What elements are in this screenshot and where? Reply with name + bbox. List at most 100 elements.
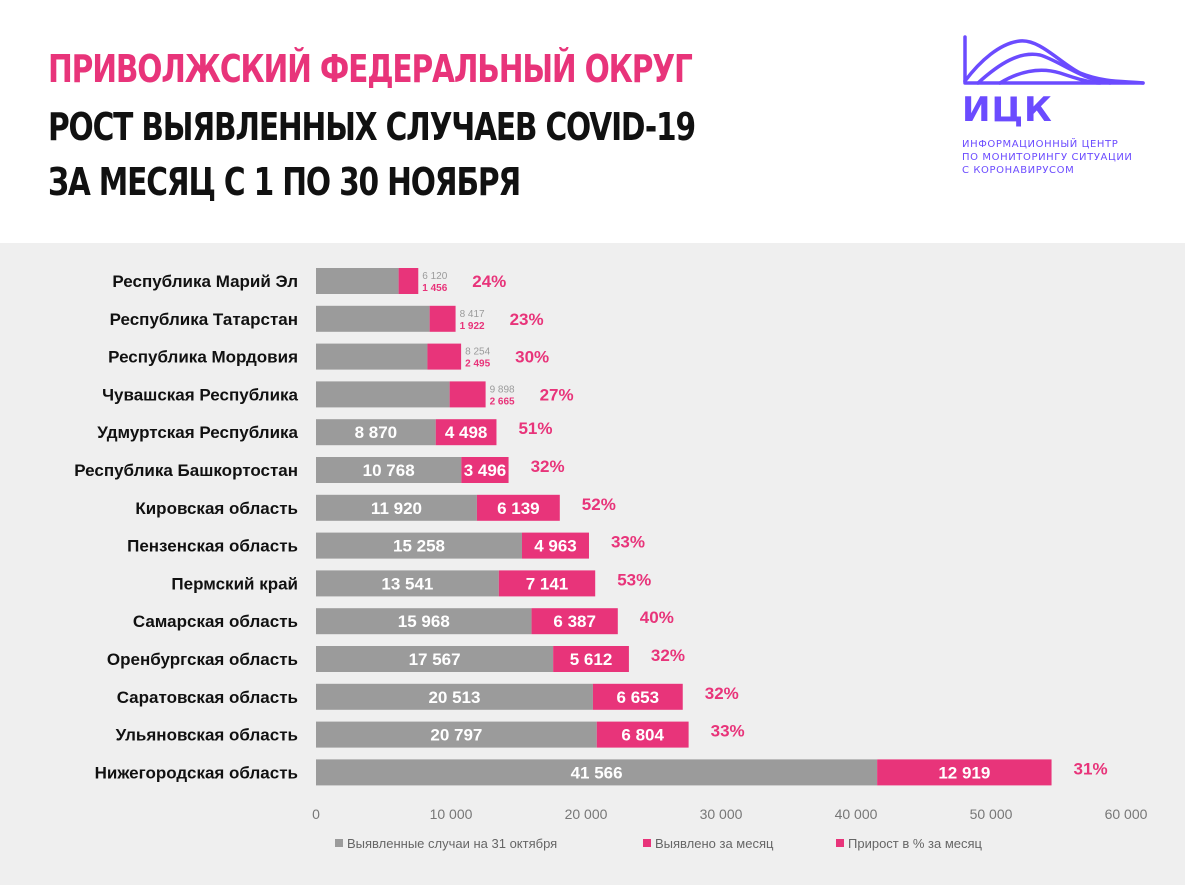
data-label-base: 15 968 [398,612,450,631]
bar-monthly-cases [476,494,560,521]
x-tick-label: 20 000 [565,806,608,822]
data-label-base: 8 417 [460,309,485,320]
data-label-monthly: 4 498 [445,423,488,442]
data-label-base: 13 541 [381,574,433,593]
bar-monthly-cases [553,646,629,672]
legend-label: Прирост в % за месяц [848,836,983,851]
category-label: Кировская область [135,499,298,518]
bar-base-cases [316,305,430,332]
bar-monthly-cases [449,381,486,408]
bar-base-cases [316,419,436,446]
data-label-base: 15 258 [393,537,445,556]
data-label-monthly: 5 612 [570,650,613,669]
bar-base-cases [316,268,399,294]
growth-percent-label: 53% [617,570,651,589]
x-tick-label: 10 000 [430,806,473,822]
data-label-monthly: 2 665 [490,396,515,407]
growth-percent-label: 33% [711,722,745,741]
logo-caption-line1: ИНФОРМАЦИОННЫЙ ЦЕНТР [962,139,1119,150]
data-label-base: 8 870 [355,423,398,442]
bar-base-cases [316,381,450,408]
category-label: Республика Башкортостан [74,461,298,480]
bar-monthly-cases [592,683,683,710]
category-label: Республика Марий Эл [112,272,298,291]
logo-abbreviation: ИЦК [962,90,1053,130]
bar-base-cases [316,646,554,672]
category-label: Республика Татарстан [110,310,298,329]
growth-percent-label: 51% [518,419,552,438]
header: ПРИВОЛЖСКИЙ ФЕДЕРАЛЬНЫЙ ОКРУГ РОСТ ВЫЯВЛ… [0,0,1185,243]
data-label-base: 20 513 [428,688,480,707]
growth-percent-label: 32% [651,646,685,665]
bar-base-cases [316,683,593,710]
data-label-base: 17 567 [409,650,461,669]
data-label-monthly: 1 922 [460,321,485,332]
bar-base-cases [316,570,499,597]
growth-percent-label: 31% [1074,759,1108,778]
bar-monthly-cases [521,532,589,559]
growth-percent-label: 52% [582,495,616,514]
bar-base-cases [316,343,428,370]
data-label-base: 10 768 [363,461,415,480]
data-label-base: 6 120 [422,271,447,282]
category-label: Оренбургская область [107,650,298,669]
bar-monthly-cases [398,268,419,294]
data-label-monthly: 6 139 [497,499,540,518]
legend-swatch [643,839,651,847]
data-label-monthly: 7 141 [526,574,569,593]
growth-percent-label: 32% [531,457,565,476]
category-label: Саратовская область [117,688,298,707]
category-label: Пермский край [171,574,298,593]
bar-monthly-cases [429,305,456,332]
title-line-period: ЗА МЕСЯЦ С 1 ПО 30 НОЯБРЯ [48,160,521,204]
data-label-base: 20 797 [430,726,482,745]
bar-monthly-cases [461,457,509,483]
x-tick-label: 50 000 [970,806,1013,822]
data-label-monthly: 2 495 [465,359,490,370]
data-label-monthly: 6 804 [621,726,664,745]
growth-percent-label: 24% [472,272,506,291]
data-label-monthly: 6 653 [617,688,660,707]
bar-base-cases [316,532,522,559]
bar-monthly-cases [427,343,462,370]
chart-area: Республика Марий Эл 6 120 1 456 24% Республи… [0,243,1185,885]
growth-percent-label: 40% [640,608,674,627]
bar-monthly-cases [596,721,689,748]
bar-base-cases [316,608,532,635]
data-label-monthly: 3 496 [464,461,507,480]
data-label-base: 9 898 [490,384,515,395]
x-tick-label: 0 [312,806,320,822]
legend-swatch [836,839,844,847]
logo-caption-line2: ПО МОНИТОРИНГУ СИТУАЦИИ [962,152,1133,163]
data-label-monthly: 1 456 [422,283,447,294]
legend-swatch [335,839,343,847]
growth-percent-label: 23% [510,310,544,329]
bar-monthly-cases [531,608,618,635]
bar-monthly-cases [498,570,596,597]
x-tick-label: 30 000 [700,806,743,822]
bar-monthly-cases [877,759,1052,786]
title-line-region: ПРИВОЛЖСКИЙ ФЕДЕРАЛЬНЫЙ ОКРУГ [48,47,693,91]
category-label: Чувашская Республика [102,385,298,404]
data-label-monthly: 6 387 [553,612,596,631]
data-label-monthly: 4 963 [534,537,577,556]
growth-percent-label: 27% [540,385,574,404]
bar-base-cases [316,457,462,483]
category-label: Самарская область [133,612,298,631]
legend-label: Выявлено за месяц [655,836,774,851]
category-label: Удмуртская Республика [97,423,298,442]
category-label: Ульяновская область [116,726,298,745]
category-label: Республика Мордовия [108,348,298,367]
legend-label: Выявленные случаи на 31 октября [347,836,557,851]
data-label-base: 41 566 [571,763,623,782]
category-label: Нижегородская область [95,763,298,782]
bar-base-cases [316,494,477,521]
logo-caption-line3: С КОРОНАВИРУСОМ [962,165,1075,176]
category-label: Пензенская область [127,537,298,556]
bar-base-cases [316,759,878,786]
logo-icon [963,35,1145,85]
title-line-subject: РОСТ ВЫЯВЛЕННЫХ СЛУЧАЕВ COVID-19 [48,105,696,149]
x-tick-label: 40 000 [835,806,878,822]
bar-monthly-cases [435,419,497,446]
